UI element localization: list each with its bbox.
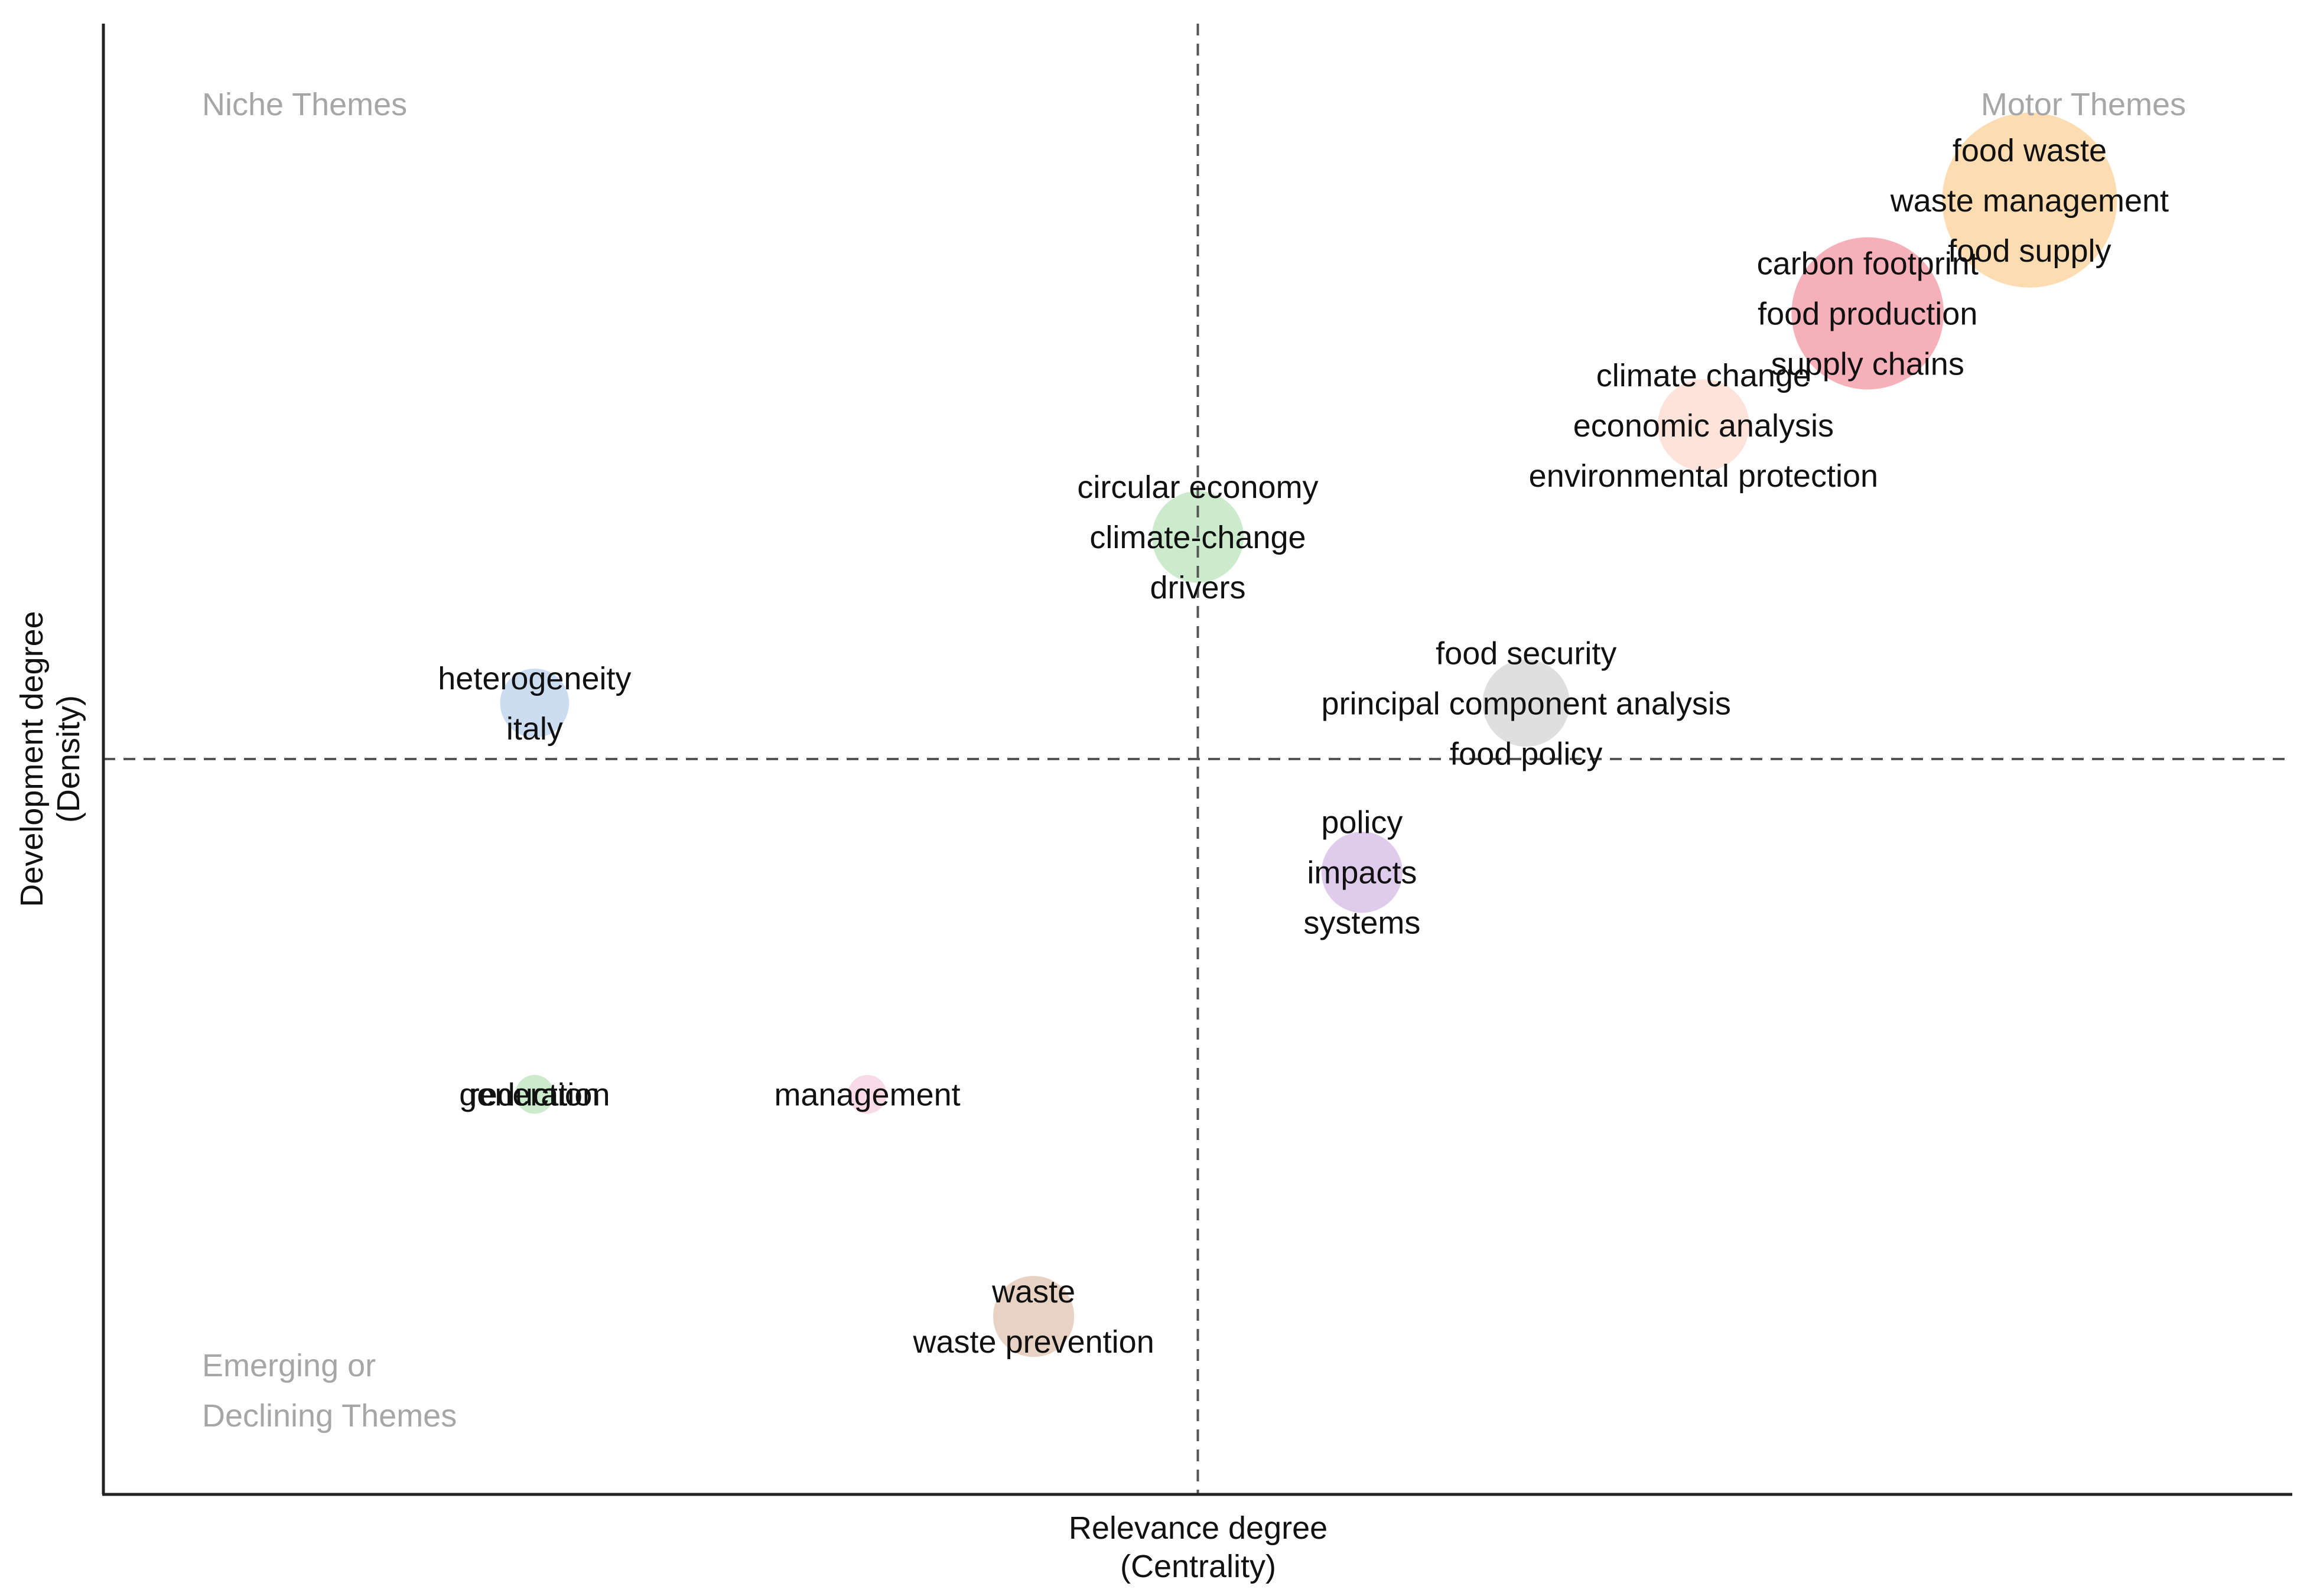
bubble-management xyxy=(848,1074,887,1114)
point-label: principal component analysis xyxy=(1322,686,1731,721)
quadrant-labels: Niche Themes Motor Themes Emerging or De… xyxy=(202,87,2186,1434)
axis-titles: Relevance degree (Centrality) Developmen… xyxy=(14,611,1328,1584)
point-label: waste xyxy=(991,1274,1075,1310)
bubble-food-security xyxy=(1482,659,1570,747)
point-label: food production xyxy=(1758,297,1977,332)
x-axis-title-line-2: (Centrality) xyxy=(1120,1549,1276,1584)
point-label: food waste xyxy=(1953,133,2107,168)
x-axis-title-line-1: Relevance degree xyxy=(1069,1510,1328,1546)
point-label: climate-change xyxy=(1089,520,1306,555)
quadrant-label-emerging-line-2: Declining Themes xyxy=(202,1398,457,1434)
dividers-layer xyxy=(103,24,2292,1494)
point-label: generation xyxy=(459,1077,610,1113)
point-label: food policy xyxy=(1450,736,1602,771)
axes-layer xyxy=(102,24,2292,1496)
bubble-heterogeneity xyxy=(500,668,570,738)
point-label: climate change xyxy=(1596,358,1811,393)
point-label: heterogeneity xyxy=(438,661,631,696)
point-label: food security xyxy=(1436,636,1616,671)
labels-layer: food waste waste management food supplycar… xyxy=(438,133,2169,1360)
point-label: economic analysis xyxy=(1573,408,1834,444)
bubble-carbon-footprint xyxy=(1791,237,1944,390)
bubble-waste xyxy=(993,1276,1075,1357)
point-label: food supply xyxy=(1948,233,2111,269)
point-label: systems xyxy=(1303,906,1420,941)
point-label: management xyxy=(774,1077,960,1113)
y-axis-title-line-2: (Density) xyxy=(51,695,86,823)
y-axis-title-line-1: Development degree xyxy=(14,611,50,907)
point-label: supply chains xyxy=(1771,347,1964,382)
point-label: drivers xyxy=(1150,570,1245,605)
point-label: waste prevention xyxy=(913,1324,1154,1360)
bubble-climate-change xyxy=(1657,379,1749,471)
point-label: carbon footprint xyxy=(1757,246,1979,282)
bubble-policy xyxy=(1321,832,1403,913)
point-label: impacts xyxy=(1307,855,1417,891)
point-label: environmental protection xyxy=(1529,458,1878,494)
bubble-food-waste xyxy=(1942,112,2117,288)
quadrant-label-emerging-line-1: Emerging or xyxy=(202,1348,376,1383)
point-label: policy xyxy=(1321,805,1403,841)
point-label: circular economy xyxy=(1077,470,1318,505)
point-label: waste management xyxy=(1890,183,2169,219)
point-label: reduction xyxy=(469,1077,600,1113)
bubble-generation xyxy=(515,1074,554,1114)
quadrant-label-niche-line-1: Niche Themes xyxy=(202,87,407,122)
point-label: italy xyxy=(506,711,563,747)
quadrant-label-motor-line-1: Motor Themes xyxy=(1981,87,2186,122)
